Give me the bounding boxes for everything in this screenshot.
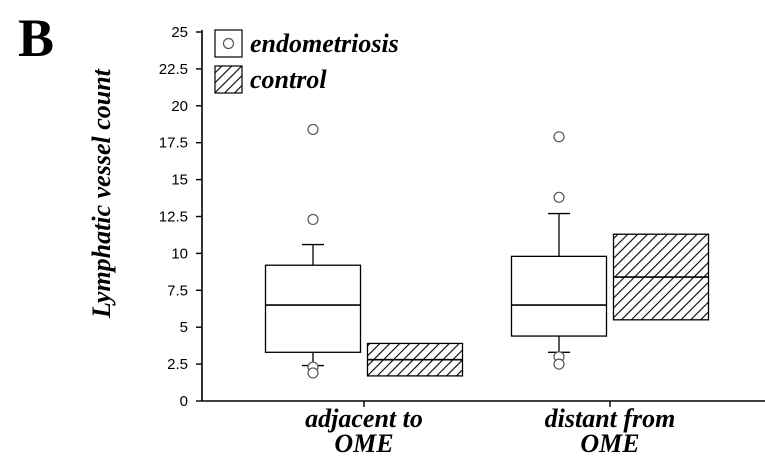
box-endometriosis-1-iqr [264,264,362,353]
box-endometriosis-2-outlier [553,191,565,203]
y-tick-label: 12.5 [159,209,188,226]
x-tick-label: OME [580,429,639,457]
legend-swatch-control [214,65,243,94]
y-tick-label: 0 [180,393,188,410]
box-endometriosis-1-outlier [307,123,319,136]
box-endometriosis-1-outlier [307,213,319,226]
box-endometriosis-2-outlier [553,131,565,143]
y-tick-label: 7.5 [167,282,188,299]
y-tick-label: 25 [171,24,188,41]
legend-label-control: control [250,65,327,94]
legend-item-control: control [214,65,327,94]
box-endometriosis-1-outlier [307,367,319,379]
y-tick-label: 20 [171,98,188,115]
y-tick-label: 10 [171,245,188,262]
legend-item-endometriosis: endometriosis [214,29,399,58]
x-tick-label: OME [334,429,393,457]
box-endometriosis-2-iqr [510,255,608,337]
legend-label-endometriosis: endometriosis [250,29,399,58]
y-tick-label: 22.5 [159,61,188,78]
x-tick-label: adjacent to [305,404,423,433]
y-tick-label: 15 [171,172,188,189]
y-tick-label: 5 [180,319,188,336]
legend-marker-endometriosis [222,37,235,50]
x-tick-label: distant from [545,404,676,433]
y-tick-label: 17.5 [159,135,188,152]
y-tick-label: 2.5 [167,356,188,373]
panel-label: B [18,8,55,68]
box-endometriosis-2-outlier [553,358,565,370]
